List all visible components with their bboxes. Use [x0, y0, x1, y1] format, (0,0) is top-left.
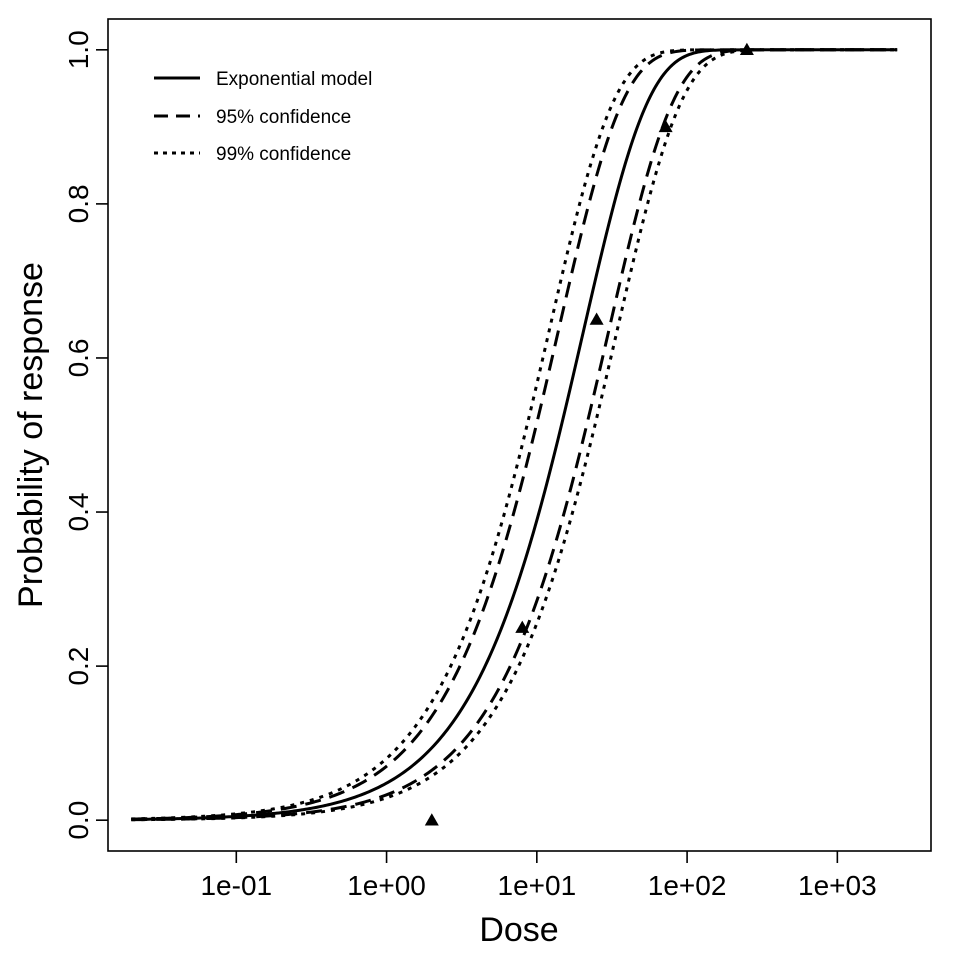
y-tick-label-5: 1.0	[63, 30, 94, 69]
curve-dotted-4	[131, 48, 898, 822]
observed-point-0	[424, 813, 439, 826]
legend: Exponential model 95% confidence 99% confi…	[154, 69, 372, 165]
x-tick-label-3: 1e+02	[648, 870, 727, 901]
curve-dotted-3	[131, 48, 898, 821]
curves-layer	[131, 48, 898, 822]
observed-point-1	[515, 620, 530, 633]
legend-label-solid: Exponential model	[216, 69, 372, 90]
y-tick-label-3: 0.6	[63, 338, 94, 377]
y-axis-label: Probability of response	[12, 262, 50, 608]
x-axis-label: Dose	[479, 911, 558, 949]
y-tick-label-1: 0.2	[63, 647, 94, 686]
x-tick-label-4: 1e+03	[798, 870, 877, 901]
observed-point-3	[658, 119, 673, 133]
y-tick-label-0: 0.0	[63, 801, 94, 840]
legend-label-dotted: 99% confidence	[216, 144, 351, 165]
x-axis: 1e-01 1e+00 1e+01 1e+02 1e+03	[200, 851, 877, 901]
x-tick-label-2: 1e+01	[498, 870, 577, 901]
x-tick-label-0: 1e-01	[200, 870, 272, 901]
plot-frame	[107, 18, 932, 852]
observed-point-2	[589, 312, 604, 325]
curve-solid-0	[131, 48, 898, 821]
curve-dashed-2	[131, 48, 898, 822]
observed-points-layer	[424, 42, 754, 826]
observed-point-4	[739, 42, 754, 56]
legend-label-dashed: 95% confidence	[216, 107, 351, 128]
x-tick-label-1: 1e+00	[347, 870, 426, 901]
y-axis: 0.0 0.2 0.4 0.6 0.8 1.0	[63, 30, 108, 840]
curve-dashed-1	[131, 48, 898, 821]
y-tick-label-2: 0.4	[63, 493, 94, 532]
y-tick-label-4: 0.8	[63, 184, 94, 223]
